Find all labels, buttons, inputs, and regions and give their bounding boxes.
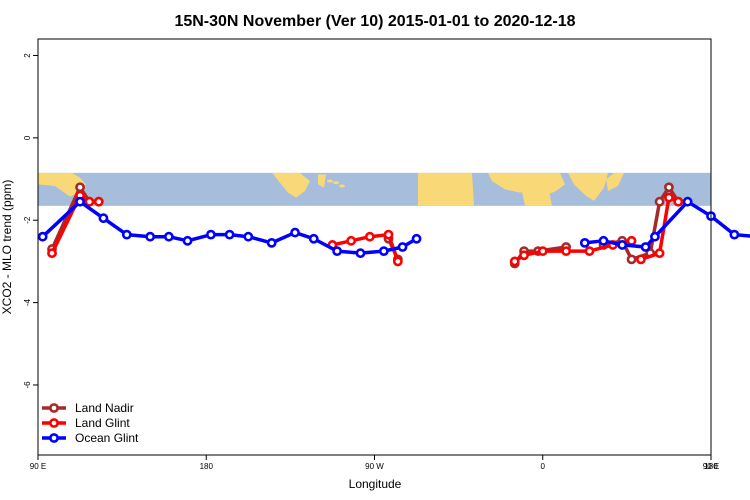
x-tick-label: 180 bbox=[200, 462, 214, 471]
x-tick-label: 180 bbox=[704, 462, 718, 471]
chart-title: 15N-30N November (Ver 10) 2015-01-01 to … bbox=[174, 13, 575, 30]
data-point bbox=[617, 240, 628, 250]
data-point bbox=[561, 246, 572, 257]
data-point bbox=[163, 231, 174, 242]
island-shape bbox=[333, 181, 339, 185]
data-point bbox=[537, 246, 548, 257]
data-point bbox=[519, 250, 529, 261]
data-point bbox=[383, 229, 394, 240]
island-shape bbox=[339, 184, 345, 188]
data-point bbox=[206, 229, 216, 240]
y-tick-label: -4 bbox=[23, 299, 32, 307]
legend-item: Ocean Glint bbox=[42, 431, 139, 445]
legend-label: Land Glint bbox=[75, 416, 130, 430]
data-point bbox=[378, 246, 389, 257]
series-layer bbox=[37, 182, 750, 269]
data-point bbox=[84, 196, 95, 207]
data-point bbox=[664, 182, 674, 193]
data-point bbox=[584, 246, 595, 257]
x-axis-label: Longitude bbox=[349, 477, 402, 491]
data-point bbox=[75, 196, 85, 207]
data-point bbox=[121, 229, 132, 240]
data-point bbox=[37, 231, 48, 242]
y-tick-label: 0 bbox=[23, 135, 32, 140]
data-point bbox=[47, 248, 57, 259]
land-shape bbox=[520, 182, 552, 206]
data-point bbox=[640, 242, 651, 252]
data-point bbox=[673, 196, 684, 207]
data-point bbox=[332, 246, 343, 257]
data-point bbox=[182, 235, 193, 246]
data-point bbox=[664, 192, 674, 203]
x-tick-label: 90 E bbox=[703, 462, 719, 471]
data-point bbox=[635, 254, 646, 265]
series-ocean-glint bbox=[37, 196, 750, 259]
data-point bbox=[266, 237, 277, 248]
data-point bbox=[93, 196, 104, 207]
data-point bbox=[75, 182, 85, 193]
data-point bbox=[290, 227, 300, 238]
y-tick-label: -6 bbox=[23, 381, 32, 389]
data-point bbox=[411, 233, 422, 244]
y-tick-label: -2 bbox=[23, 216, 32, 224]
y-axis: 2 0 -2 -4 -6 bbox=[23, 53, 38, 389]
data-point bbox=[729, 229, 740, 240]
data-point bbox=[509, 256, 520, 267]
legend-item: Land Glint bbox=[42, 416, 130, 430]
legend-label: Ocean Glint bbox=[75, 431, 139, 445]
series-line bbox=[41, 199, 418, 255]
x-tick-label: 90 W bbox=[365, 462, 384, 471]
data-point bbox=[355, 248, 366, 259]
land-shape bbox=[606, 172, 624, 191]
data-point bbox=[346, 235, 357, 246]
data-point bbox=[392, 256, 403, 267]
data-point bbox=[650, 231, 660, 242]
data-point bbox=[598, 235, 609, 246]
data-point bbox=[224, 229, 235, 240]
world-map-band bbox=[38, 172, 711, 206]
legend-marker bbox=[49, 418, 59, 428]
data-point bbox=[145, 231, 156, 242]
legend-marker bbox=[49, 403, 59, 413]
data-point bbox=[364, 231, 375, 242]
data-point bbox=[654, 196, 665, 207]
land-shape bbox=[272, 172, 310, 198]
data-point bbox=[98, 213, 109, 224]
legend-item: Land Nadir bbox=[42, 401, 134, 415]
data-point bbox=[397, 242, 408, 252]
land-shape bbox=[568, 172, 608, 201]
data-point bbox=[626, 235, 637, 246]
y-axis-label: XCO2 - MLO trend (ppm) bbox=[0, 180, 14, 315]
data-point bbox=[626, 254, 637, 265]
data-point bbox=[243, 231, 254, 242]
data-point bbox=[308, 233, 319, 244]
legend-marker bbox=[49, 433, 59, 443]
y-tick-label: 2 bbox=[23, 53, 32, 58]
land-shape bbox=[318, 174, 326, 188]
land-shape bbox=[38, 172, 86, 197]
island-shape bbox=[327, 179, 333, 183]
land-shape bbox=[418, 172, 474, 206]
data-point bbox=[579, 237, 590, 248]
data-point bbox=[654, 248, 665, 259]
legend-label: Land Nadir bbox=[75, 401, 134, 415]
series-line bbox=[584, 199, 750, 249]
data-point bbox=[682, 196, 693, 207]
x-tick-label: 90 E bbox=[30, 462, 46, 471]
x-tick-label: 0 bbox=[541, 462, 546, 471]
